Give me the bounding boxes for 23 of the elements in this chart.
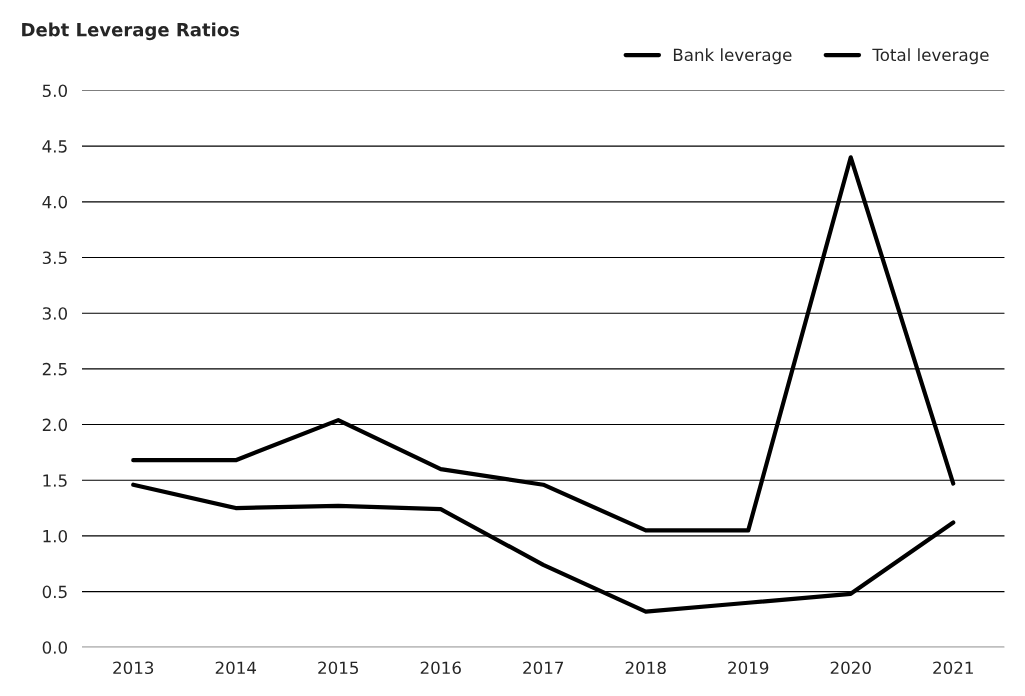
legend-label: Bank leverage bbox=[673, 48, 792, 65]
y-tick-label: 0.5 bbox=[42, 585, 67, 599]
x-tick-label: 2014 bbox=[215, 661, 257, 675]
y-tick-label: 2.0 bbox=[42, 418, 67, 432]
x-tick-label: 2019 bbox=[728, 661, 769, 675]
x-tick-label: 2016 bbox=[420, 661, 461, 675]
y-tick-label: 3.0 bbox=[42, 307, 67, 320]
legend-label: Total leverage bbox=[872, 48, 989, 65]
y-tick-label: 3.5 bbox=[42, 251, 67, 265]
x-tick-label: 2013 bbox=[113, 661, 154, 675]
y-tick-label: 5.0 bbox=[42, 84, 67, 98]
y-tick-label: 1.5 bbox=[43, 474, 67, 487]
x-tick-label: 2018 bbox=[625, 661, 666, 675]
chart-title: Debt Leverage Ratios bbox=[22, 22, 240, 41]
y-tick-label: 1.0 bbox=[43, 529, 67, 543]
y-tick-label: 4.5 bbox=[42, 140, 67, 153]
y-tick-label: 0.0 bbox=[42, 641, 67, 654]
x-tick-label: 2021 bbox=[933, 661, 973, 675]
y-tick-label: 4.0 bbox=[42, 195, 67, 209]
x-tick-label: 2015 bbox=[318, 661, 358, 675]
y-tick-label: 2.5 bbox=[42, 362, 67, 376]
x-tick-label: 2020 bbox=[830, 661, 871, 675]
x-tick-label: 2017 bbox=[523, 661, 564, 675]
